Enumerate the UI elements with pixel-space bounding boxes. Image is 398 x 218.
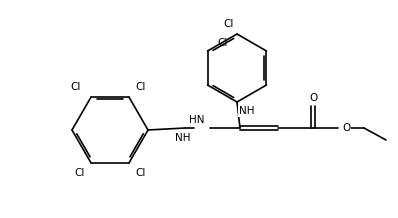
Text: Cl: Cl [218,38,228,48]
Text: Cl: Cl [74,168,85,178]
Text: O: O [309,93,317,103]
Text: HN: HN [189,115,204,125]
Text: Cl: Cl [135,82,145,92]
Text: O: O [342,123,350,133]
Text: NH: NH [239,106,254,116]
Text: Cl: Cl [70,82,81,92]
Text: NH: NH [175,133,191,143]
Text: Cl: Cl [135,168,145,178]
Text: Cl: Cl [224,19,234,29]
